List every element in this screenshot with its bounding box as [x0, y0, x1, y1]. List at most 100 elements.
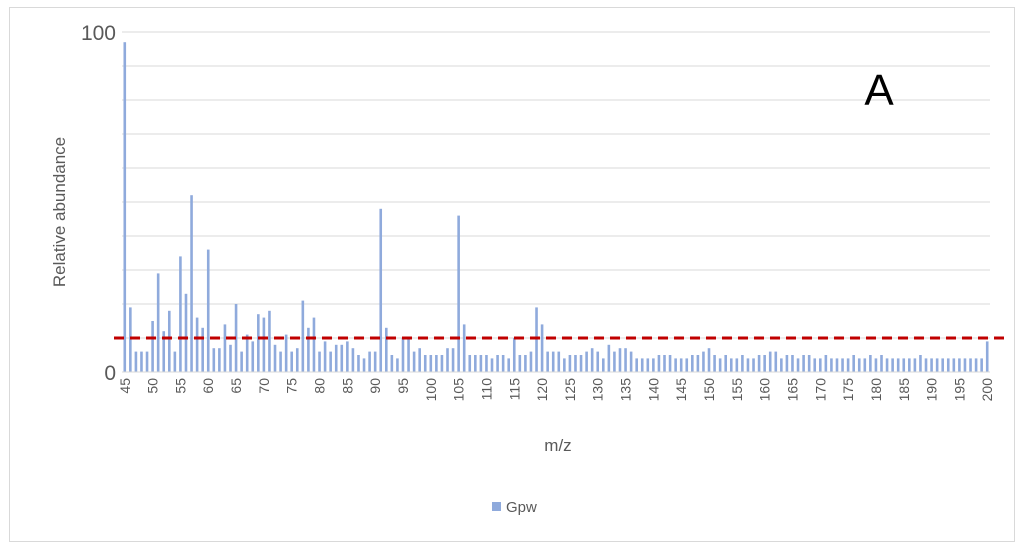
bar	[301, 300, 305, 372]
bar	[396, 358, 399, 372]
x-tick-label: 115	[506, 378, 522, 401]
bar	[780, 358, 783, 372]
bar	[268, 310, 271, 372]
bar	[546, 351, 549, 372]
bar	[908, 358, 911, 372]
bar	[173, 351, 177, 372]
bar	[574, 355, 577, 372]
bar	[407, 338, 410, 372]
x-tick-label: 90	[367, 378, 383, 394]
bar-chart: 0 100 45 50 55 60 65 70 75 80 85 90 95 100 105 110 115 1…	[50, 22, 1008, 516]
bar	[485, 355, 488, 372]
bar	[245, 334, 249, 372]
bar	[234, 304, 238, 372]
bar	[590, 348, 594, 372]
bar	[624, 348, 627, 372]
bar	[123, 42, 127, 372]
bar	[129, 307, 132, 372]
bar	[974, 358, 978, 372]
bar	[640, 358, 644, 372]
bar	[585, 351, 588, 372]
x-tick-label: 120	[534, 378, 550, 402]
bar	[457, 215, 460, 372]
bar	[807, 355, 811, 372]
x-tick-label: 65	[228, 378, 244, 394]
bar	[969, 358, 972, 372]
y-axis-label: Relative abundance	[50, 137, 69, 287]
bar	[985, 341, 989, 372]
bar	[412, 351, 416, 372]
bar	[195, 317, 199, 372]
bar	[262, 317, 266, 372]
bar	[440, 355, 444, 372]
bar	[685, 358, 689, 372]
bar	[935, 358, 939, 372]
y-tick-label: 100	[81, 22, 116, 45]
bar	[869, 355, 872, 372]
bar	[691, 355, 694, 372]
bar	[390, 355, 394, 372]
bar	[702, 351, 705, 372]
bar	[635, 358, 638, 372]
bar	[134, 351, 138, 372]
x-tick-label: 55	[172, 378, 188, 394]
bar	[551, 351, 555, 372]
bar	[618, 348, 622, 372]
bar	[240, 351, 243, 372]
bar	[184, 293, 188, 372]
x-tick-label: 110	[478, 378, 494, 401]
x-tick-label: 75	[284, 378, 300, 394]
bar	[279, 351, 282, 372]
x-tick-label: 185	[896, 378, 912, 402]
x-tick-label: 50	[145, 378, 161, 394]
bar	[312, 317, 316, 372]
bar	[741, 355, 744, 372]
legend-swatch	[492, 502, 501, 511]
x-tick-label: 190	[924, 378, 940, 402]
bar	[824, 355, 828, 372]
bar	[863, 358, 867, 372]
bar	[229, 344, 232, 372]
bar	[846, 358, 850, 372]
bar	[724, 355, 728, 372]
bar	[718, 358, 722, 372]
bar	[507, 358, 511, 372]
bar	[563, 358, 566, 372]
bar	[318, 351, 321, 372]
bar	[841, 358, 844, 372]
bar	[663, 355, 666, 372]
bar	[696, 355, 700, 372]
bar	[813, 358, 817, 372]
bar	[774, 351, 778, 372]
bar	[674, 358, 677, 372]
x-tick-label: 105	[451, 378, 467, 402]
bar	[913, 358, 917, 372]
bar	[156, 273, 160, 372]
bar	[757, 355, 761, 372]
bar	[329, 351, 332, 372]
bar	[201, 327, 204, 372]
bar	[340, 344, 344, 372]
x-tick-label: 80	[312, 378, 328, 394]
x-tick-label: 140	[645, 378, 661, 402]
bar	[885, 358, 889, 372]
bar	[802, 355, 805, 372]
bar	[818, 358, 822, 372]
panel-label: A	[864, 66, 894, 115]
bar	[512, 338, 516, 372]
x-tick-label: 195	[951, 378, 967, 402]
bar	[145, 351, 149, 372]
bar	[729, 358, 733, 372]
bar	[596, 351, 600, 372]
bar	[535, 307, 538, 372]
gridlines	[122, 31, 990, 339]
bar	[601, 358, 605, 372]
x-axis-ticks: 45 50 55 60 65 70 75 80 85 90 95 100 105 110 115 120 125…	[117, 378, 995, 402]
bar	[613, 351, 616, 372]
bar	[919, 355, 922, 372]
bar	[791, 355, 794, 372]
bar	[474, 355, 477, 372]
bar	[423, 355, 427, 372]
bar	[218, 348, 221, 372]
bar	[768, 351, 772, 372]
